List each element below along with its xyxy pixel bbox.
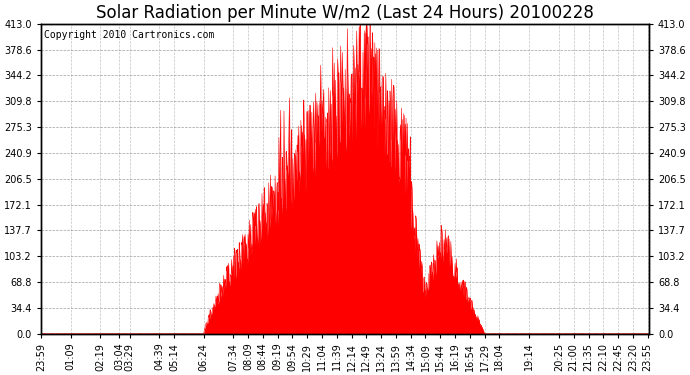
Title: Solar Radiation per Minute W/m2 (Last 24 Hours) 20100228: Solar Radiation per Minute W/m2 (Last 24… (96, 4, 594, 22)
Text: Copyright 2010 Cartronics.com: Copyright 2010 Cartronics.com (44, 30, 215, 40)
